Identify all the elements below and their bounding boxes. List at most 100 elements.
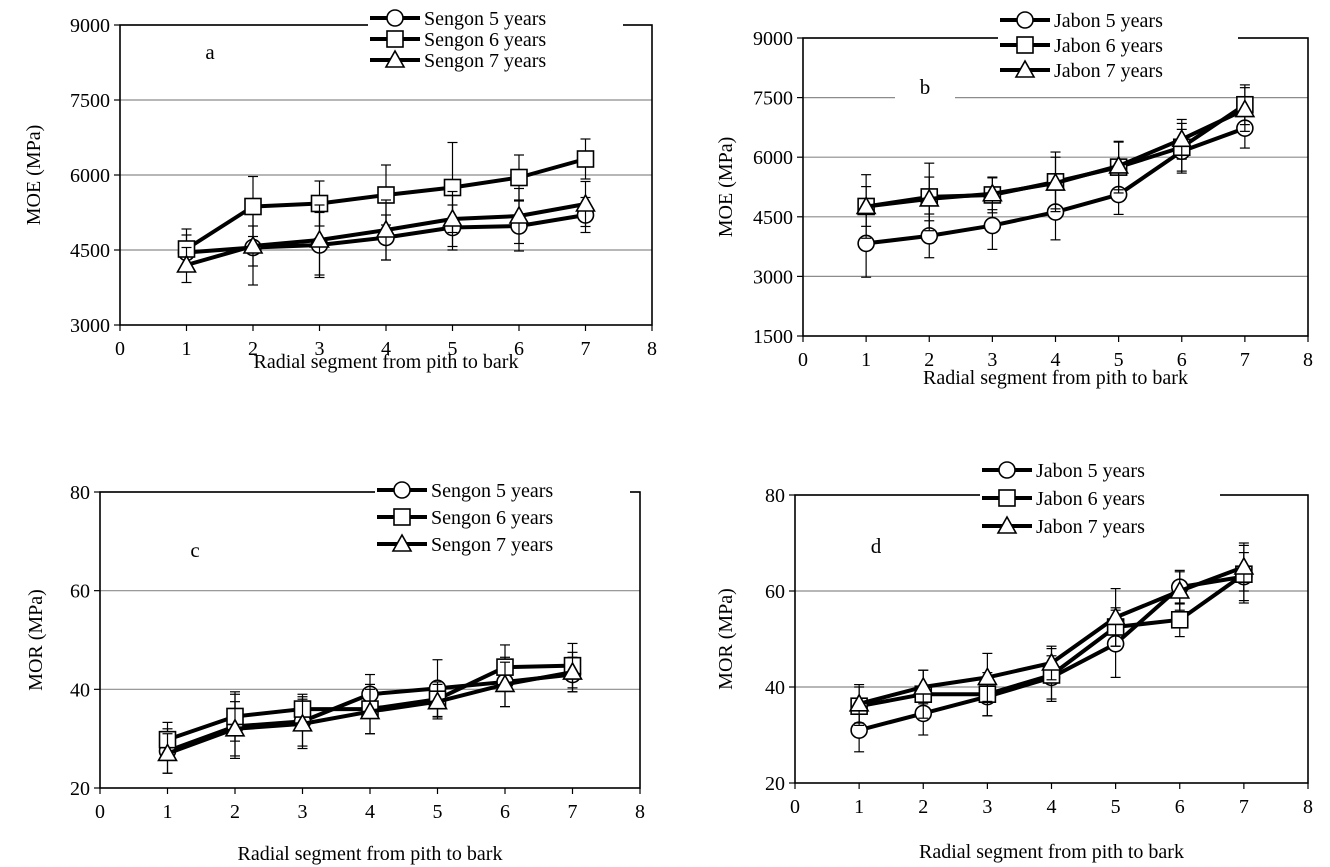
legend-entry: Jabon 5 years — [1036, 460, 1145, 482]
y-tick-label: 3000 — [753, 266, 793, 288]
data-point — [224, 718, 246, 737]
y-tick-label: 1500 — [753, 326, 793, 348]
x-tick-label: 2 — [924, 349, 934, 371]
x-tick-label: 5 — [1114, 349, 1124, 371]
data-point — [508, 205, 530, 224]
x-tick-label: 1 — [854, 796, 864, 818]
panel-label-bg — [180, 34, 240, 70]
x-tick-label: 4 — [1047, 796, 1057, 818]
legend-marker — [1016, 11, 1034, 29]
y-tick-label: 40 — [70, 679, 90, 701]
y-axis-label: MOR (MPa) — [25, 589, 47, 691]
x-tick-label: 8 — [635, 801, 645, 823]
panel-label: a — [205, 40, 215, 64]
data-point — [442, 208, 463, 227]
x-tick-label: 1 — [861, 349, 871, 371]
panel-label: c — [190, 538, 199, 562]
data-point — [983, 216, 1002, 235]
legend-entry: Sengon 7 years — [431, 534, 553, 556]
x-tick-label: 2 — [248, 338, 258, 360]
legend-marker — [998, 489, 1016, 507]
data-point — [375, 219, 397, 238]
legend-marker — [998, 461, 1016, 479]
data-point — [309, 229, 330, 248]
chart-panel-a: 3000 4500 6000 7500 9000 0 1 2 3 4 5 6 7 8 Radial segm… — [23, 4, 657, 373]
y-tick-label: 40 — [765, 677, 785, 699]
y-tick-label: 3000 — [70, 315, 110, 337]
x-tick-label: 7 — [1239, 796, 1249, 818]
legend-marker — [996, 515, 1018, 534]
x-tick-label: 4 — [381, 338, 391, 360]
y-tick-label: 4500 — [70, 240, 110, 262]
data-point — [292, 713, 313, 732]
data-point — [244, 197, 262, 216]
data-point — [977, 666, 998, 686]
x-tick-label: 6 — [514, 338, 524, 360]
legend-entry: Sengon 7 years — [424, 50, 546, 72]
chart-panel-d: 20 40 60 80 0 1 2 3 4 5 6 7 8 Radial segment from pit… — [715, 456, 1313, 863]
y-tick-label: 9000 — [70, 15, 110, 37]
data-point — [1170, 610, 1189, 629]
data-point — [427, 691, 448, 710]
legend-marker — [1016, 36, 1034, 54]
x-tick-label: 6 — [1175, 796, 1185, 818]
legend-entry: Jabon 7 years — [1054, 60, 1163, 82]
data-point — [157, 742, 178, 762]
x-tick-label: 1 — [163, 801, 173, 823]
x-tick-label: 3 — [982, 796, 992, 818]
x-tick-label: 8 — [647, 338, 657, 360]
x-tick-label: 3 — [298, 801, 308, 823]
legend-entry: Sengon 6 years — [431, 507, 553, 529]
data-point — [176, 254, 197, 273]
x-axis-label: Radial segment from pith to bark — [238, 843, 503, 865]
y-tick-label: 7500 — [70, 90, 110, 112]
legend-marker — [384, 49, 406, 68]
legend-marker — [391, 533, 413, 552]
x-tick-label: 8 — [1303, 349, 1313, 371]
y-tick-label: 6000 — [70, 165, 110, 187]
legend: Jabon 5 years Jabon 6 years Jabon 7 years — [980, 456, 1220, 550]
legend-entry: Jabon 6 years — [1036, 488, 1145, 510]
series-3 — [855, 87, 1256, 239]
y-tick-label: 4500 — [753, 207, 793, 229]
panel-label-bg — [165, 532, 225, 568]
data-point — [359, 700, 381, 720]
x-tick-label: 0 — [790, 796, 800, 818]
x-tick-label: 4 — [365, 801, 375, 823]
data-point — [1105, 606, 1126, 626]
y-tick-label: 20 — [765, 773, 785, 795]
x-tick-label: 6 — [500, 801, 510, 823]
x-tick-label: 1 — [182, 338, 192, 360]
x-tick-label: 0 — [95, 801, 105, 823]
y-tick-label: 20 — [70, 778, 90, 800]
x-tick-label: 3 — [315, 338, 325, 360]
panel-label: d — [871, 534, 882, 558]
data-point — [1108, 155, 1129, 174]
data-point — [848, 693, 870, 712]
x-axis-label: Radial segment from pith to bark — [919, 841, 1184, 863]
legend: Jabon 5 years Jabon 6 years Jabon 7 years — [998, 6, 1238, 91]
legend-marker — [386, 9, 404, 27]
data-point — [1045, 172, 1066, 191]
data-point — [1171, 128, 1193, 148]
x-axis-label: Radial segment from pith to bark — [923, 367, 1188, 389]
x-tick-label: 3 — [987, 349, 997, 371]
data-point — [562, 661, 583, 680]
y-tick-label: 80 — [765, 485, 785, 507]
x-tick-label: 4 — [1051, 349, 1061, 371]
x-tick-label: 0 — [115, 338, 125, 360]
data-point — [576, 150, 595, 168]
legend-marker — [1014, 59, 1036, 78]
y-tick-label: 9000 — [753, 28, 793, 50]
data-point — [912, 676, 934, 695]
legend-marker — [386, 30, 404, 48]
legend-entry: Sengon 6 years — [424, 29, 546, 51]
series-2 — [177, 138, 595, 270]
data-point — [575, 193, 596, 212]
panel-label-bg — [846, 528, 906, 564]
legend-marker — [393, 481, 411, 499]
y-tick-label: 6000 — [753, 147, 793, 169]
